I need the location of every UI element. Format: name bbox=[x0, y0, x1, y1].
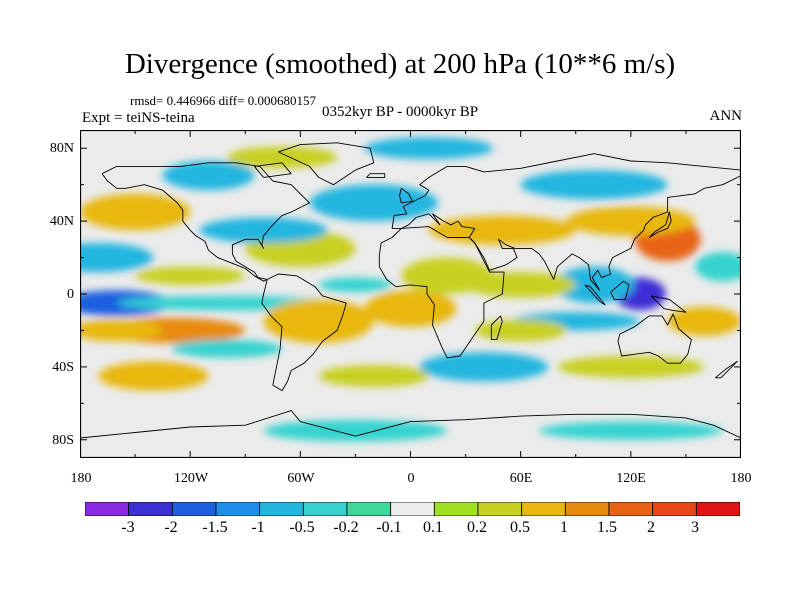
axis-ticks bbox=[80, 130, 741, 458]
field-region bbox=[98, 361, 209, 391]
lat-label-80n: 80N bbox=[49, 141, 74, 156]
field-region bbox=[474, 319, 567, 342]
colorbar-swatch bbox=[302, 502, 348, 516]
field-region bbox=[465, 272, 576, 298]
coastline-australia bbox=[617, 313, 692, 364]
stats-label: rmsd= 0.446966 diff= 0.000680157 bbox=[130, 93, 316, 108]
field-region bbox=[162, 160, 255, 191]
lon-label-60e: 60E bbox=[509, 471, 533, 486]
lon-label-0: 0 bbox=[407, 471, 415, 486]
colorbar-swatch bbox=[433, 502, 479, 516]
field-region bbox=[539, 421, 723, 440]
colorbar-swatch bbox=[128, 502, 173, 516]
experiment-label: Expt = teiNS-teina bbox=[82, 110, 195, 126]
field-region bbox=[318, 277, 393, 293]
colorbar-label: 1.5 bbox=[597, 519, 617, 536]
field-region bbox=[263, 299, 374, 344]
field-region bbox=[419, 352, 549, 382]
colorbar-swatch bbox=[695, 502, 740, 516]
colorbar-label: 0.5 bbox=[510, 519, 530, 536]
period-label: 0352kyr BP - 0000kyr BP bbox=[322, 104, 479, 120]
coastline-sumatra bbox=[584, 284, 606, 306]
field-region bbox=[553, 266, 635, 304]
coastlines bbox=[80, 142, 741, 439]
coastline-africa bbox=[378, 226, 505, 359]
colorbar-label: 1 bbox=[560, 519, 568, 536]
coastline-eurasia bbox=[391, 153, 741, 291]
lon-label-120w: 120W bbox=[173, 471, 209, 486]
map-plot bbox=[80, 130, 741, 458]
field-region bbox=[364, 290, 457, 327]
coastline-greenland bbox=[278, 142, 375, 186]
field-region bbox=[309, 184, 439, 222]
divergence-field bbox=[80, 137, 741, 442]
colorbar-label: -1 bbox=[251, 519, 265, 536]
coastline-iceland bbox=[366, 173, 386, 178]
colorbar-label: -1.5 bbox=[202, 519, 228, 536]
coastline-borneo bbox=[610, 280, 630, 300]
colorbar-label: -0.2 bbox=[333, 519, 359, 536]
colorbar-swatch bbox=[346, 502, 392, 516]
coastline-japan bbox=[648, 211, 672, 238]
lat-label-40n: 40N bbox=[49, 214, 74, 229]
field-region bbox=[695, 252, 741, 282]
coastline-south-america bbox=[261, 273, 347, 392]
field-region bbox=[667, 306, 741, 336]
field-region bbox=[520, 170, 668, 200]
colorbar-swatch bbox=[564, 502, 610, 516]
field-region bbox=[135, 266, 246, 285]
colorbar-label: -0.5 bbox=[289, 519, 315, 536]
coastline-new-guinea bbox=[650, 295, 687, 313]
field-region bbox=[80, 193, 191, 231]
coastline-madagascar bbox=[490, 315, 503, 341]
lat-label-80s: 80S bbox=[52, 433, 74, 448]
lat-label-eq: 0 bbox=[67, 287, 74, 302]
field-region bbox=[199, 217, 328, 243]
colorbar-label: -0.1 bbox=[376, 519, 402, 536]
colorbar-swatch bbox=[215, 502, 261, 516]
field-region bbox=[557, 355, 705, 378]
colorbar-swatch bbox=[652, 502, 697, 516]
colorbar-label: 0.2 bbox=[467, 519, 487, 536]
lat-label-40s: 40S bbox=[52, 360, 74, 375]
colorbar-swatch bbox=[390, 502, 435, 516]
field-region bbox=[171, 339, 282, 358]
field-region bbox=[364, 137, 494, 160]
coastline-uk bbox=[399, 187, 413, 204]
field-region bbox=[318, 365, 429, 387]
lon-label-180w: 180 bbox=[70, 471, 92, 486]
field-region bbox=[428, 215, 576, 245]
field-region bbox=[263, 419, 448, 442]
colorbar-swatch bbox=[259, 502, 304, 516]
colorbar-label: 3 bbox=[691, 519, 699, 536]
field-region bbox=[80, 242, 154, 273]
lon-label-60w: 60W bbox=[287, 471, 315, 486]
field-region bbox=[80, 319, 163, 342]
plot-title: Divergence (smoothed) at 200 hPa (10**6 … bbox=[124, 48, 676, 80]
colorbar-label: -3 bbox=[121, 519, 135, 536]
field-region bbox=[566, 206, 696, 236]
colorbar-swatch bbox=[608, 502, 654, 516]
coastline-baffin bbox=[253, 162, 292, 178]
colorbar-swatch bbox=[477, 502, 523, 516]
lon-label-180e: 180 bbox=[730, 471, 752, 486]
colorbar-swatch bbox=[85, 502, 130, 516]
lon-label-120e: 120E bbox=[616, 471, 646, 486]
colorbar-swatch bbox=[171, 502, 217, 516]
field-region bbox=[226, 146, 338, 169]
colorbar-label: 0.1 bbox=[423, 519, 443, 536]
coastline-north-america bbox=[101, 162, 310, 282]
colorbar-label: 2 bbox=[647, 519, 655, 536]
colorbar-label: -2 bbox=[164, 519, 178, 536]
colorbar bbox=[85, 502, 740, 516]
colorbar-swatch bbox=[521, 502, 566, 516]
season-label: ANN bbox=[709, 108, 743, 124]
coastline-antarctica bbox=[80, 410, 741, 439]
coastline-new-zealand bbox=[715, 360, 738, 379]
